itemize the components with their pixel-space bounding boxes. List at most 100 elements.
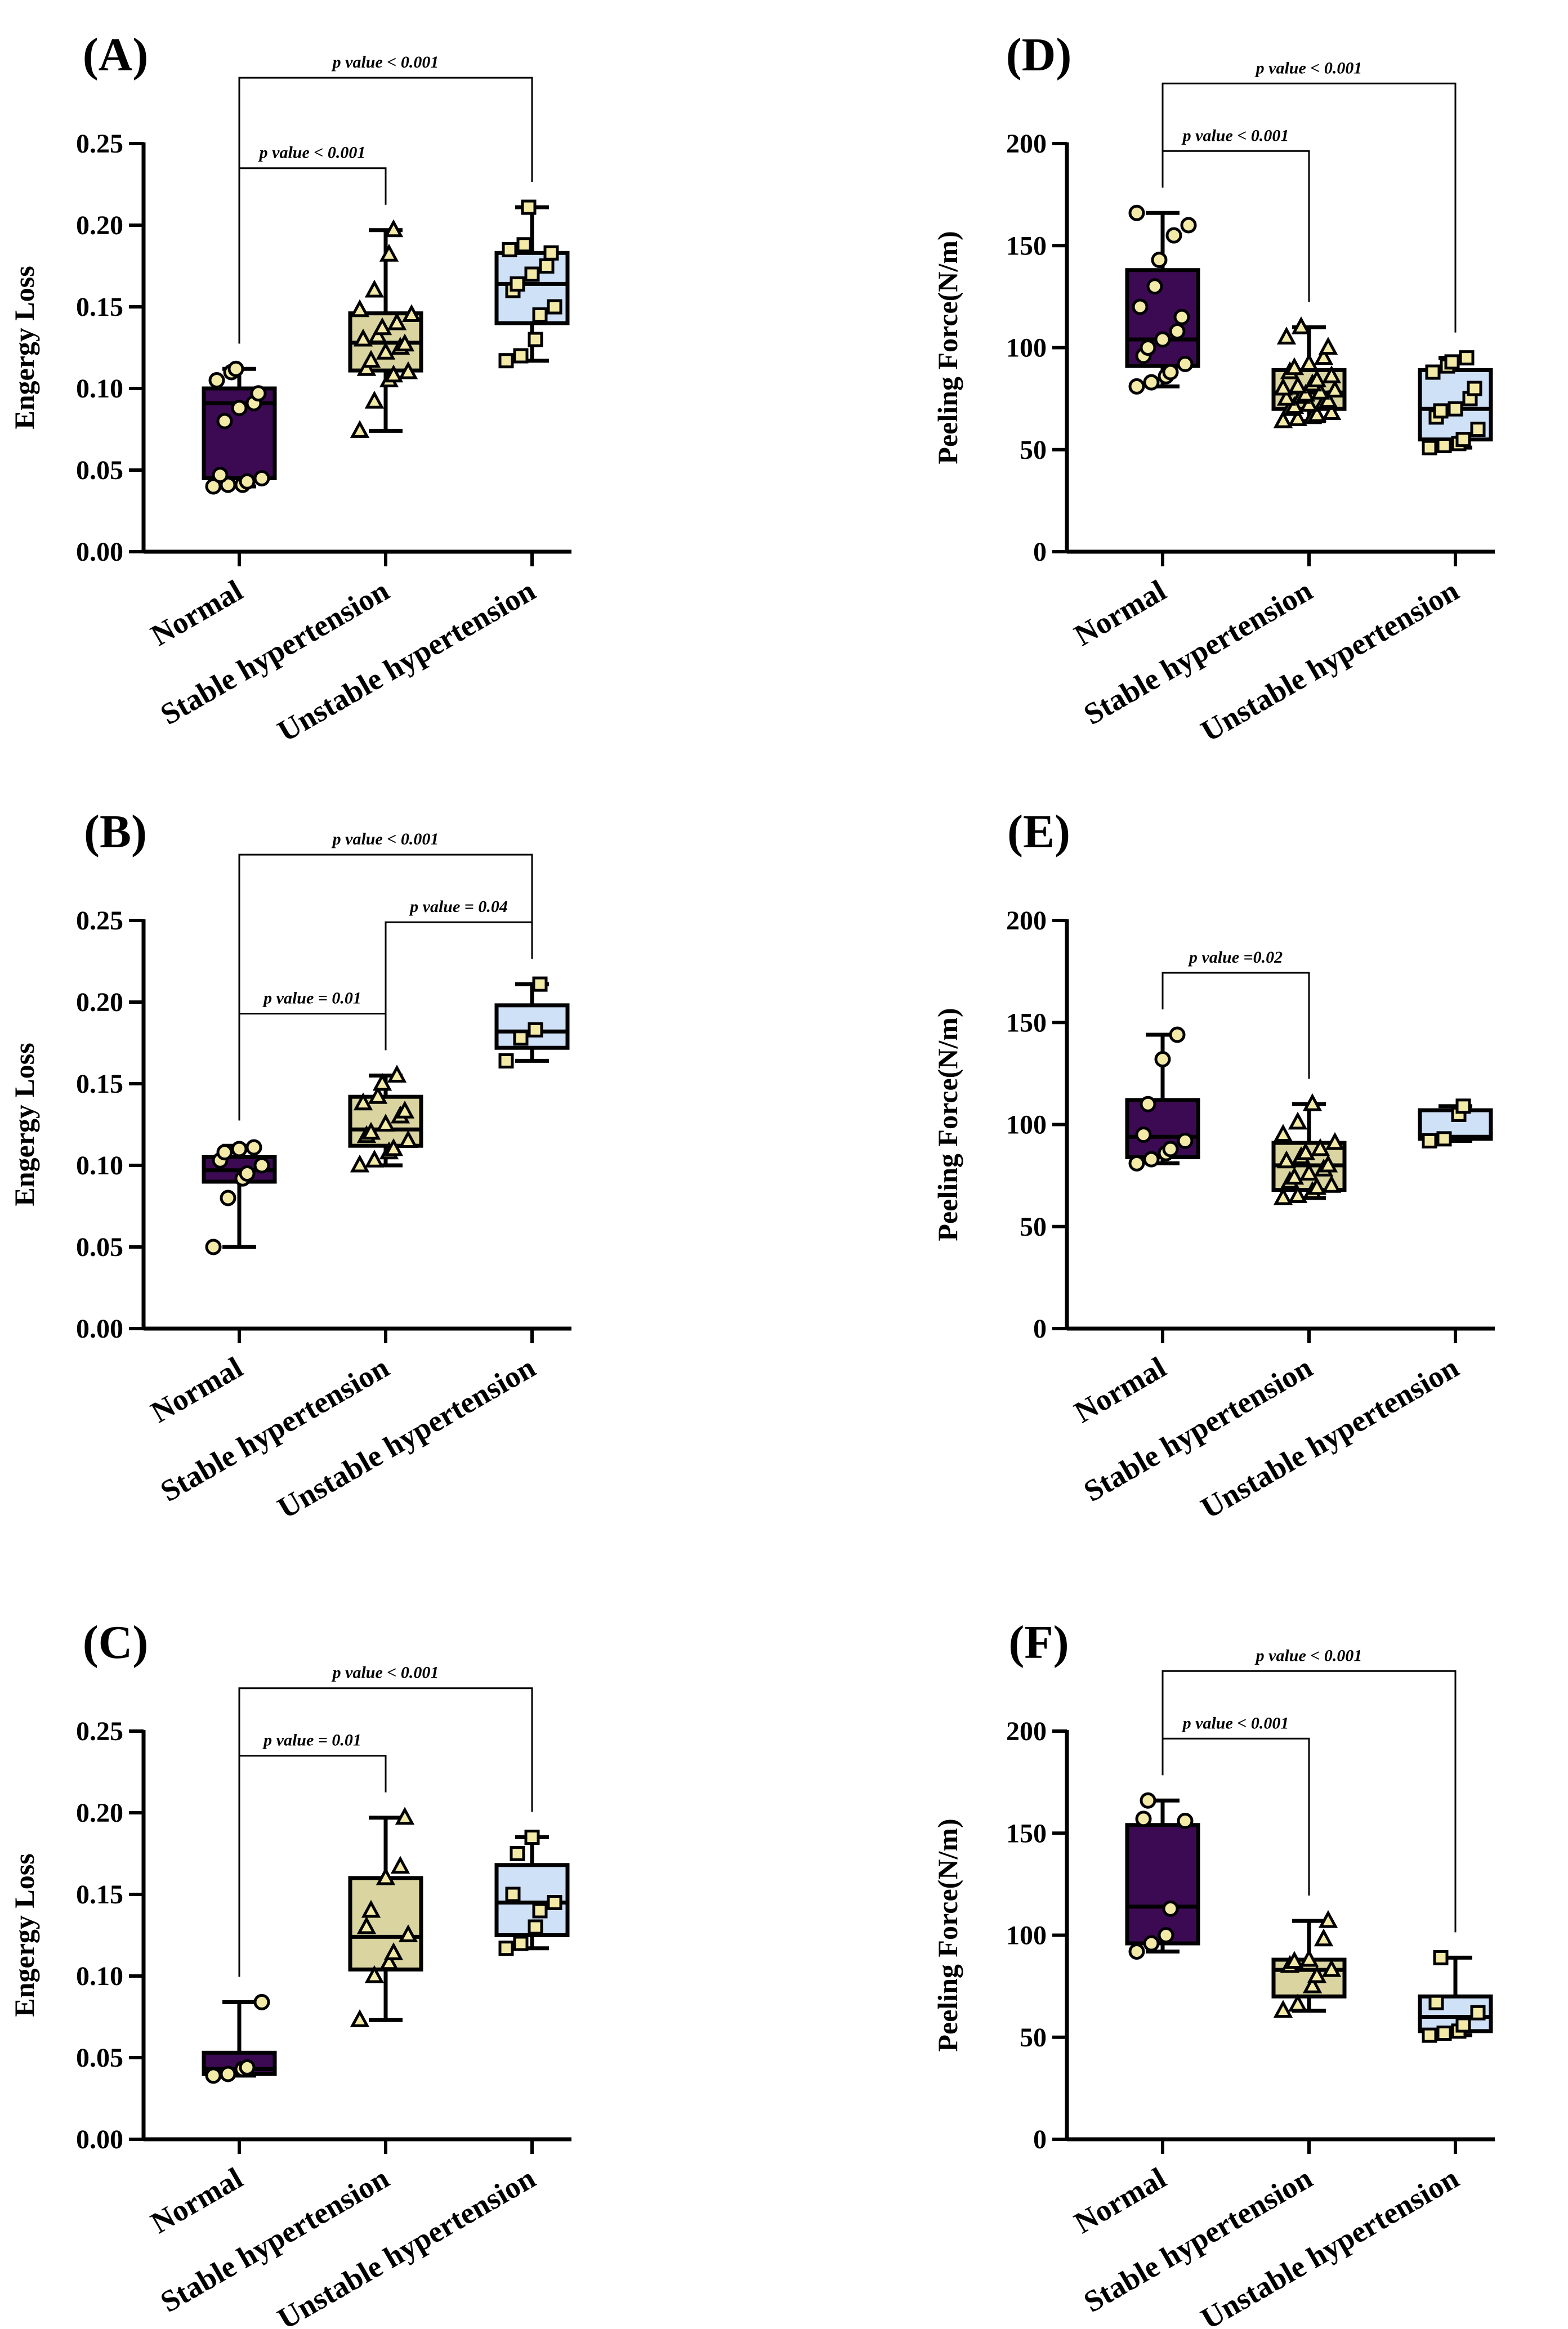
data-point: [253, 470, 270, 486]
data-point: [1273, 377, 1293, 396]
panel-E: (E)Peeling Force(N/m)050100150200NormalS…: [932, 806, 1495, 1525]
data-point: [1470, 2005, 1486, 2020]
category-label: Unstable hypertension: [272, 1350, 541, 1525]
y-tick-label: 150: [1006, 231, 1047, 261]
p-value-label: p value < 0.001: [258, 144, 366, 162]
data-point: [350, 2009, 370, 2027]
y-axis-title: Peeling Force(N/m): [932, 231, 963, 464]
panel-F: (F)Peeling Force(N/m)050100150200NormalS…: [932, 1616, 1495, 2329]
significance-bracket: [238, 1687, 533, 1977]
data-point: [505, 1887, 521, 1902]
p-value-label: p value = 0.01: [262, 1731, 361, 1750]
y-tick-label: 0.05: [76, 455, 123, 485]
y-tick-label: 0.15: [76, 292, 123, 322]
y-tick-label: 100: [1006, 333, 1047, 363]
category-label: Unstable hypertension: [272, 573, 541, 748]
panel-label: (E): [1007, 806, 1070, 858]
y-tick-label: 150: [1006, 1818, 1047, 1848]
y-tick-label: 0.05: [76, 2043, 123, 2073]
data-point: [532, 307, 548, 323]
category-label: Normal: [145, 1350, 248, 1429]
data-point: [361, 1899, 381, 1918]
data-point: [250, 385, 267, 402]
box-group: [202, 1993, 277, 2084]
data-point: [516, 237, 532, 253]
p-value-label: p value =0.02: [1187, 948, 1283, 967]
data-point: [1132, 298, 1149, 315]
data-point: [1284, 1951, 1305, 1969]
data-point: [1321, 402, 1342, 420]
data-point: [1288, 375, 1308, 394]
data-point: [1288, 408, 1308, 426]
data-point: [1436, 2026, 1452, 2041]
p-value-label: p value < 0.001: [1181, 1714, 1289, 1732]
data-point: [1470, 422, 1486, 437]
p-value-label: p value = 0.01: [262, 989, 361, 1008]
box-group: [1125, 1026, 1200, 1172]
box-group: [348, 1807, 423, 2027]
data-point: [524, 266, 540, 282]
data-point: [1291, 316, 1311, 334]
data-point: [353, 1092, 373, 1111]
data-point: [205, 2067, 222, 2084]
data-point: [532, 1903, 548, 1919]
data-point: [1288, 1111, 1308, 1130]
y-tick-label: 0.25: [76, 129, 123, 159]
y-axis-title: Peeling Force(N/m): [932, 1008, 963, 1241]
data-point: [1162, 1900, 1179, 1917]
data-point: [1288, 1993, 1308, 2012]
data-point: [376, 1867, 396, 1885]
data-point: [1436, 438, 1452, 453]
data-point: [1151, 252, 1168, 269]
data-point: [1169, 1026, 1186, 1043]
y-tick-label: 0: [1033, 537, 1047, 567]
data-point: [1143, 374, 1160, 391]
data-point: [502, 242, 517, 257]
data-point: [387, 312, 407, 330]
data-point: [521, 199, 537, 215]
y-tick-label: 0.00: [76, 537, 123, 567]
data-point: [1162, 364, 1179, 381]
y-tick-label: 200: [1006, 906, 1047, 936]
data-point: [364, 1150, 385, 1168]
data-point: [231, 1141, 248, 1157]
y-tick-label: 0.00: [76, 2125, 123, 2154]
category-label: Normal: [145, 2161, 248, 2239]
data-point: [1425, 364, 1441, 380]
data-point: [1146, 278, 1163, 295]
data-point: [1422, 1133, 1437, 1148]
y-tick-label: 50: [1020, 435, 1047, 465]
box-iqr: [1125, 1823, 1200, 1946]
data-point: [1436, 1131, 1452, 1147]
p-value-label: p value < 0.001: [331, 830, 439, 848]
data-point: [1422, 2027, 1437, 2043]
y-tick-label: 0: [1033, 1314, 1047, 1344]
data-point: [372, 317, 392, 336]
data-point: [239, 2059, 256, 2076]
data-point: [372, 1072, 392, 1091]
y-tick-label: 50: [1020, 2023, 1047, 2053]
data-point: [1288, 1185, 1308, 1203]
data-point: [1307, 1177, 1327, 1195]
data-point: [350, 299, 370, 318]
data-point: [547, 299, 562, 315]
p-value-label: p value < 0.001: [331, 1664, 439, 1682]
data-point: [498, 1941, 514, 1956]
data-point: [1428, 1995, 1444, 2010]
data-point: [368, 1085, 388, 1104]
y-axis-title: Engergy Loss: [8, 1853, 40, 2017]
data-point: [1143, 1935, 1160, 1952]
p-value-label: p value < 0.001: [1254, 59, 1362, 77]
data-point: [1299, 353, 1319, 371]
data-point: [1314, 1928, 1334, 1947]
data-point: [1299, 1948, 1319, 1967]
box-group: [1418, 1098, 1493, 1148]
p-value-label: p value < 0.001: [331, 53, 439, 71]
p-value-label: p value < 0.001: [1181, 126, 1289, 145]
y-tick-label: 0.10: [76, 374, 123, 404]
box-group: [1418, 1950, 1493, 2043]
data-point: [220, 2066, 236, 2082]
y-tick-label: 0.20: [76, 987, 123, 1017]
data-point: [1154, 331, 1171, 348]
y-axis-title: Engergy Loss: [8, 1043, 40, 1206]
